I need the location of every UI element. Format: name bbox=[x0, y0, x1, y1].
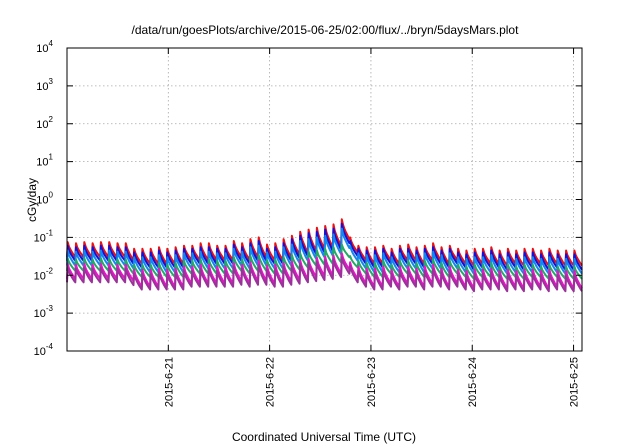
x-axis-label: Coordinated Universal Time (UTC) bbox=[232, 430, 416, 444]
y-tick-exponent: 0 bbox=[49, 191, 54, 200]
y-tick-label: 103 bbox=[36, 77, 53, 93]
x-ticks: 2015-6-21 2015-6-22 2015-6-23 2015-6-24 2015… bbox=[163, 48, 581, 407]
y-tick-exponent: -3 bbox=[46, 304, 54, 313]
y-tick-exponent: -2 bbox=[46, 266, 54, 275]
x-tick-label: 2015-6-21 bbox=[163, 357, 175, 407]
y-tick-label: 10-1 bbox=[34, 228, 54, 244]
y-tick-label: 10-2 bbox=[34, 266, 54, 282]
y-tick-label: 10-3 bbox=[34, 304, 54, 320]
y-axis-label: cGy/day bbox=[25, 178, 39, 222]
x-tick-label: 2015-6-24 bbox=[467, 357, 479, 407]
y-tick-exponent: 4 bbox=[49, 39, 54, 48]
y-tick-label: 104 bbox=[36, 39, 53, 55]
x-tick-label: 2015-6-23 bbox=[366, 357, 378, 407]
x-tick-label: 2015-6-22 bbox=[265, 357, 277, 407]
y-tick-label: 102 bbox=[36, 115, 53, 131]
y-tick-label: 101 bbox=[36, 153, 53, 169]
x-tick-label: 2015-6-25 bbox=[569, 357, 581, 407]
y-tick-label: 10-4 bbox=[34, 342, 54, 358]
series-group bbox=[66, 218, 583, 293]
y-tick-exponent: 2 bbox=[49, 115, 54, 124]
y-tick-exponent: 1 bbox=[49, 153, 54, 162]
series-line-6 bbox=[66, 256, 583, 293]
y-tick-exponent: -4 bbox=[46, 342, 54, 351]
chart-title: /data/run/goesPlots/archive/2015-06-25/0… bbox=[132, 23, 520, 37]
y-tick-exponent: -1 bbox=[46, 228, 54, 237]
grid bbox=[67, 48, 582, 351]
y-tick-exponent: 3 bbox=[49, 77, 54, 86]
